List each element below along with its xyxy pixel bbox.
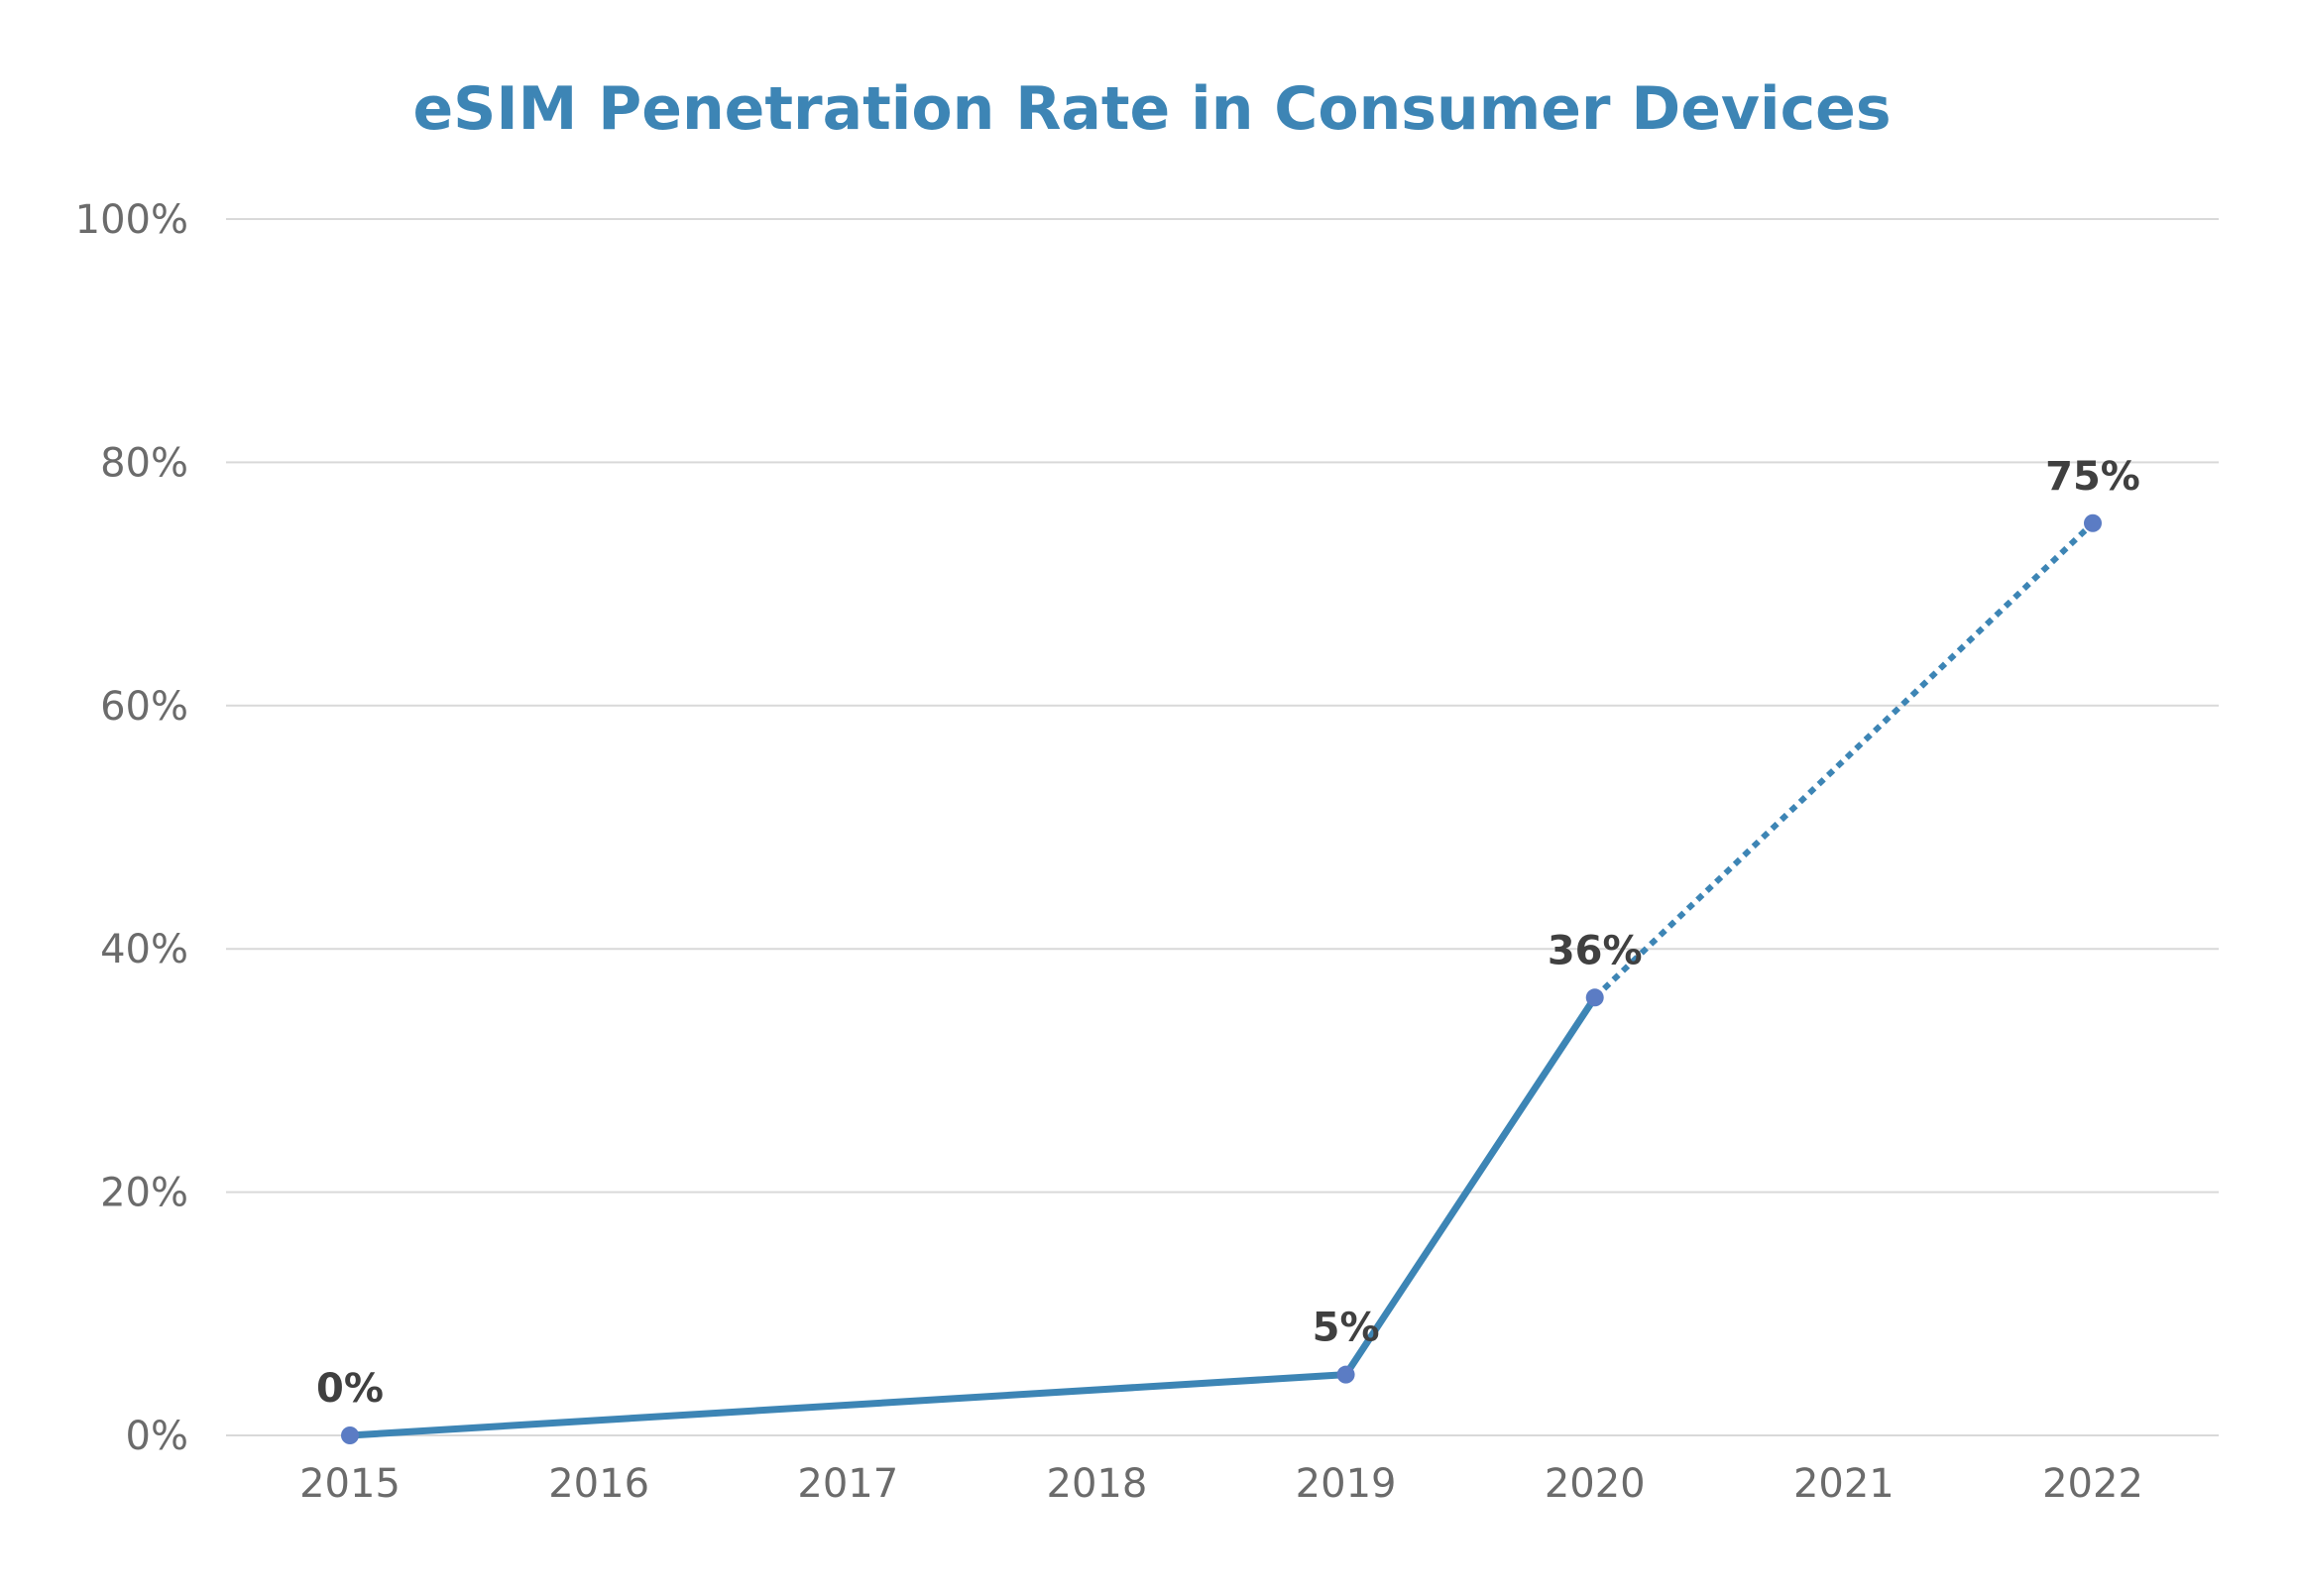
x-tick-label: 2021 bbox=[1793, 1461, 1895, 1507]
data-markers bbox=[341, 513, 2102, 1444]
data-label: 0% bbox=[316, 1366, 384, 1412]
x-axis-tick-labels: 2015 2016 2017 2018 2019 2020 2021 2022 bbox=[299, 1461, 2143, 1507]
y-tick-label: 40% bbox=[100, 927, 188, 972]
x-tick-label: 2020 bbox=[1545, 1461, 1646, 1507]
x-tick-label: 2019 bbox=[1296, 1461, 1397, 1507]
series-lines bbox=[346, 520, 2096, 1439]
x-tick-label: 2017 bbox=[797, 1461, 898, 1507]
grid-lines bbox=[226, 218, 2219, 1436]
actual-series-line bbox=[346, 993, 1599, 1439]
x-tick-label: 2022 bbox=[2042, 1461, 2143, 1507]
data-point-marker bbox=[1336, 1365, 1355, 1384]
y-tick-label: 20% bbox=[100, 1171, 188, 1216]
y-tick-label: 100% bbox=[75, 197, 188, 243]
data-label: 36% bbox=[1548, 928, 1643, 973]
chart-title: eSIM Penetration Rate in Consumer Device… bbox=[412, 74, 1891, 144]
data-point-marker bbox=[1585, 988, 1604, 1007]
x-tick-label: 2018 bbox=[1047, 1461, 1148, 1507]
y-tick-label: 0% bbox=[126, 1414, 188, 1459]
y-tick-label: 60% bbox=[100, 684, 188, 730]
data-point-marker bbox=[341, 1426, 359, 1444]
y-axis-tick-labels: 0% 20% 40% 60% 80% 100% bbox=[75, 197, 188, 1459]
projected-series-line bbox=[1592, 520, 2096, 1000]
y-tick-label: 80% bbox=[100, 440, 188, 486]
x-tick-label: 2015 bbox=[299, 1461, 401, 1507]
data-label: 75% bbox=[2045, 454, 2140, 500]
data-labels: 0% 5% 36% 75% bbox=[316, 454, 2140, 1412]
data-point-marker bbox=[2084, 513, 2102, 532]
data-label: 5% bbox=[1313, 1306, 1380, 1351]
x-tick-label: 2016 bbox=[548, 1461, 649, 1507]
